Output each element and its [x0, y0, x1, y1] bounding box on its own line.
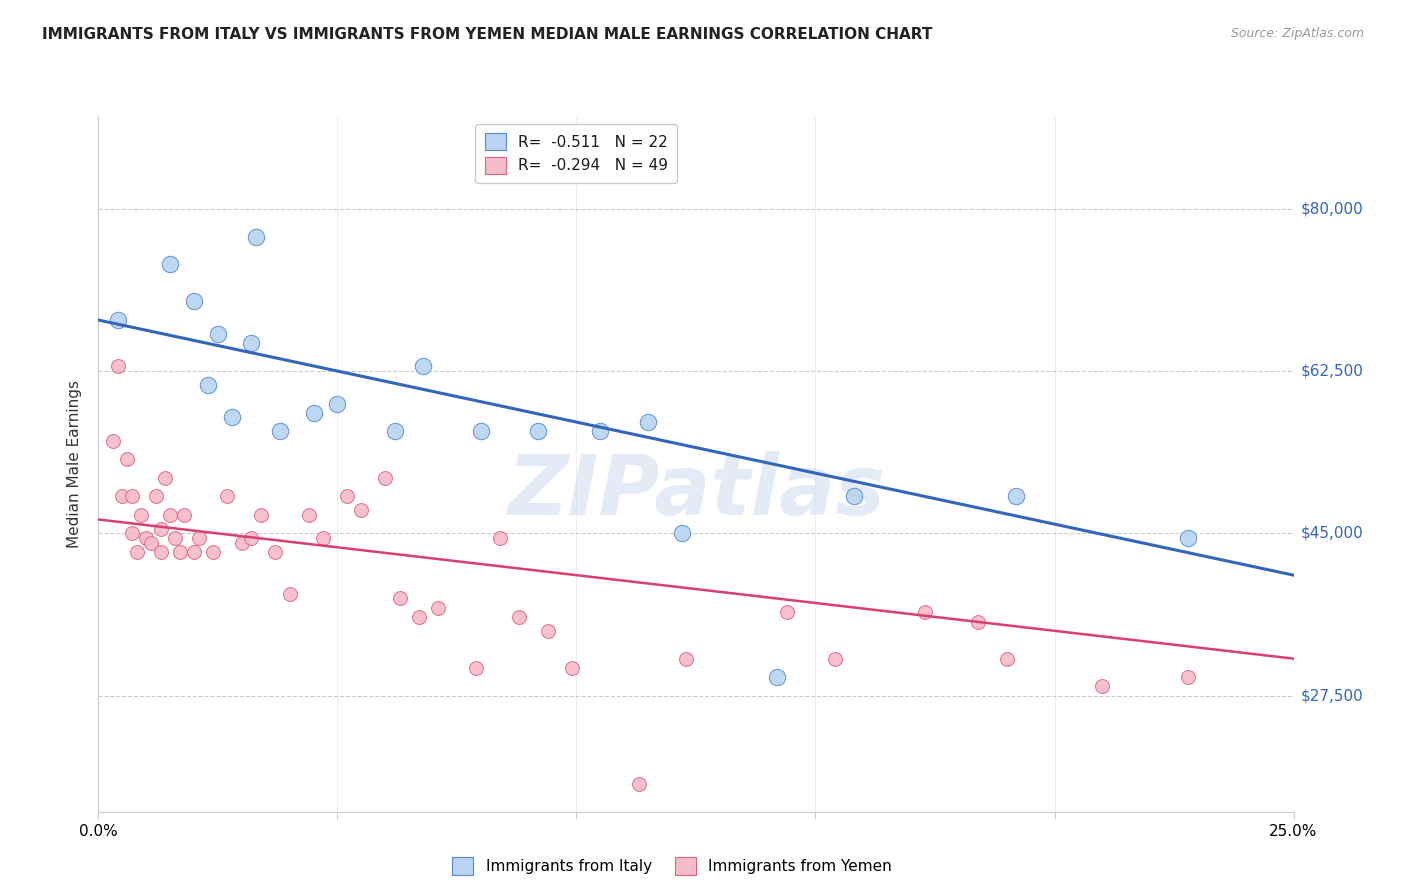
Text: Source: ZipAtlas.com: Source: ZipAtlas.com — [1230, 27, 1364, 40]
Point — [1091, 680, 1114, 694]
Point — [183, 294, 205, 309]
Point — [245, 229, 267, 244]
Point — [145, 489, 167, 503]
Point — [107, 359, 129, 374]
Point — [350, 503, 373, 517]
Y-axis label: Median Male Earnings: Median Male Earnings — [67, 380, 83, 548]
Point — [131, 508, 153, 522]
Point — [121, 489, 143, 503]
Point — [527, 425, 550, 439]
Point — [207, 326, 229, 341]
Point — [159, 257, 181, 271]
Point — [766, 670, 789, 684]
Point — [967, 615, 990, 629]
Point — [412, 359, 434, 374]
Point — [121, 526, 143, 541]
Point — [240, 336, 263, 351]
Point — [671, 526, 693, 541]
Point — [125, 545, 148, 559]
Point — [1177, 670, 1199, 684]
Point — [298, 508, 321, 522]
Point — [1005, 489, 1028, 503]
Legend: Immigrants from Italy, Immigrants from Yemen: Immigrants from Italy, Immigrants from Y… — [446, 851, 898, 880]
Text: $80,000: $80,000 — [1301, 202, 1364, 216]
Point — [217, 489, 239, 503]
Point — [149, 545, 172, 559]
Point — [842, 489, 865, 503]
Point — [187, 531, 209, 545]
Point — [776, 605, 799, 619]
Text: $62,500: $62,500 — [1301, 364, 1364, 378]
Point — [675, 651, 697, 665]
Point — [173, 508, 195, 522]
Point — [250, 508, 273, 522]
Point — [312, 531, 335, 545]
Point — [135, 531, 157, 545]
Point — [508, 610, 530, 624]
Point — [995, 651, 1018, 665]
Point — [374, 471, 396, 485]
Point — [914, 605, 936, 619]
Point — [155, 471, 177, 485]
Point — [388, 591, 411, 606]
Point — [1177, 531, 1199, 545]
Point — [197, 378, 219, 392]
Point — [202, 545, 225, 559]
Point — [637, 415, 659, 429]
Point — [426, 600, 449, 615]
Point — [336, 489, 359, 503]
Point — [326, 396, 349, 410]
Point — [408, 610, 430, 624]
Point — [278, 587, 301, 601]
Text: IMMIGRANTS FROM ITALY VS IMMIGRANTS FROM YEMEN MEDIAN MALE EARNINGS CORRELATION : IMMIGRANTS FROM ITALY VS IMMIGRANTS FROM… — [42, 27, 932, 42]
Point — [269, 425, 291, 439]
Point — [465, 661, 488, 675]
Point — [107, 313, 129, 327]
Point — [537, 624, 560, 638]
Text: ZIPatlas: ZIPatlas — [508, 451, 884, 533]
Point — [163, 531, 186, 545]
Text: $45,000: $45,000 — [1301, 526, 1364, 541]
Point — [264, 545, 287, 559]
Point — [101, 434, 124, 448]
Point — [183, 545, 205, 559]
Point — [115, 452, 138, 467]
Point — [111, 489, 134, 503]
Text: $27,500: $27,500 — [1301, 689, 1364, 703]
Point — [589, 425, 612, 439]
Point — [159, 508, 181, 522]
Point — [302, 406, 325, 420]
Point — [231, 535, 253, 549]
Point — [240, 531, 263, 545]
Point — [561, 661, 583, 675]
Point — [149, 522, 172, 536]
Point — [489, 531, 512, 545]
Point — [470, 425, 492, 439]
Point — [139, 535, 162, 549]
Point — [824, 651, 846, 665]
Point — [169, 545, 191, 559]
Point — [384, 425, 406, 439]
Point — [221, 410, 243, 425]
Point — [627, 777, 650, 791]
